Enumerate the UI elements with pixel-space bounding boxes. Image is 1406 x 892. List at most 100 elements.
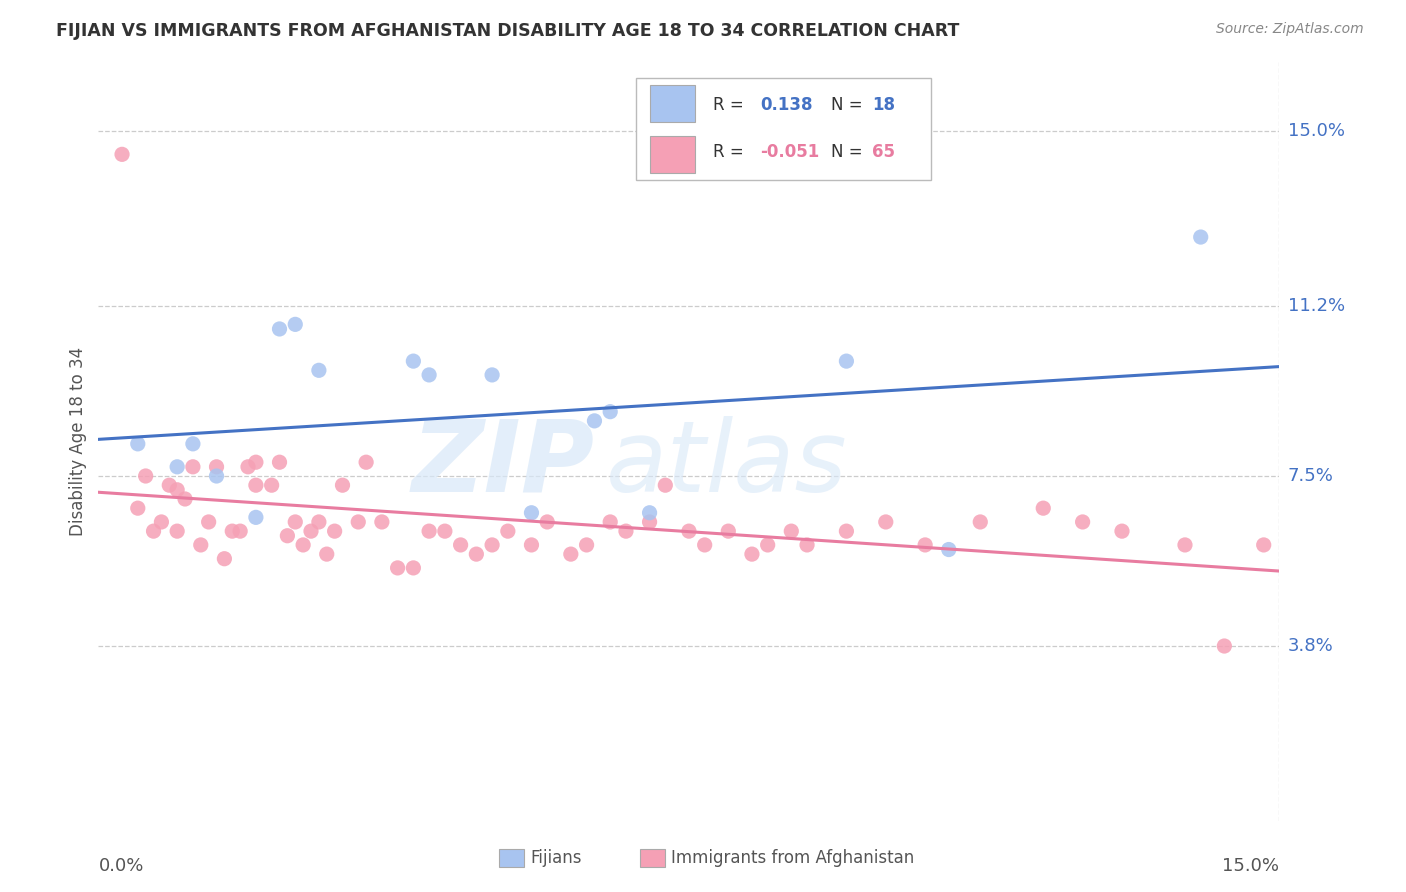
Point bbox=[938, 542, 960, 557]
Point bbox=[371, 515, 394, 529]
Point bbox=[190, 538, 212, 552]
Point bbox=[481, 538, 503, 552]
Point bbox=[1111, 524, 1133, 538]
Point bbox=[560, 547, 582, 561]
Text: R =: R = bbox=[713, 96, 744, 114]
Point bbox=[678, 524, 700, 538]
Text: N =: N = bbox=[831, 144, 862, 161]
Point bbox=[269, 322, 291, 336]
Point bbox=[229, 524, 252, 538]
FancyBboxPatch shape bbox=[650, 86, 695, 121]
Y-axis label: Disability Age 18 to 34: Disability Age 18 to 34 bbox=[69, 347, 87, 536]
Point bbox=[166, 459, 188, 474]
Point bbox=[1253, 538, 1275, 552]
Point bbox=[292, 538, 315, 552]
Point bbox=[481, 368, 503, 382]
Point bbox=[1189, 230, 1212, 244]
Point bbox=[693, 538, 716, 552]
Point bbox=[450, 538, 472, 552]
Point bbox=[835, 524, 858, 538]
Point bbox=[315, 547, 337, 561]
Point bbox=[269, 455, 291, 469]
Point bbox=[127, 437, 149, 451]
Point bbox=[111, 147, 134, 161]
Point bbox=[347, 515, 370, 529]
Text: Immigrants from Afghanistan: Immigrants from Afghanistan bbox=[671, 849, 914, 867]
Point bbox=[575, 538, 598, 552]
Point bbox=[1071, 515, 1094, 529]
Point bbox=[245, 455, 267, 469]
Text: 15.0%: 15.0% bbox=[1288, 122, 1344, 140]
Point bbox=[614, 524, 637, 538]
Text: N =: N = bbox=[831, 96, 862, 114]
Point bbox=[260, 478, 283, 492]
Text: 0.0%: 0.0% bbox=[98, 857, 143, 875]
Point bbox=[181, 437, 204, 451]
Point bbox=[1032, 501, 1054, 516]
Text: 65: 65 bbox=[872, 144, 896, 161]
Point bbox=[780, 524, 803, 538]
Point bbox=[142, 524, 165, 538]
Point bbox=[756, 538, 779, 552]
Point bbox=[387, 561, 409, 575]
Point bbox=[181, 459, 204, 474]
Point bbox=[796, 538, 818, 552]
Point bbox=[245, 510, 267, 524]
Point bbox=[583, 414, 606, 428]
Text: atlas: atlas bbox=[606, 416, 848, 513]
Point bbox=[354, 455, 377, 469]
Point bbox=[638, 515, 661, 529]
Point bbox=[174, 491, 197, 506]
FancyBboxPatch shape bbox=[636, 78, 931, 180]
Text: Fijians: Fijians bbox=[530, 849, 582, 867]
Point bbox=[221, 524, 243, 538]
Point bbox=[127, 501, 149, 516]
Point bbox=[402, 354, 425, 368]
Point bbox=[717, 524, 740, 538]
Text: 7.5%: 7.5% bbox=[1288, 467, 1334, 485]
Point bbox=[520, 538, 543, 552]
Point bbox=[835, 354, 858, 368]
Point bbox=[323, 524, 346, 538]
Point bbox=[308, 363, 330, 377]
Point bbox=[150, 515, 173, 529]
Point bbox=[418, 524, 440, 538]
Point bbox=[157, 478, 180, 492]
Point bbox=[654, 478, 676, 492]
Point bbox=[496, 524, 519, 538]
Text: FIJIAN VS IMMIGRANTS FROM AFGHANISTAN DISABILITY AGE 18 TO 34 CORRELATION CHART: FIJIAN VS IMMIGRANTS FROM AFGHANISTAN DI… bbox=[56, 22, 960, 40]
Point bbox=[1213, 639, 1236, 653]
Point bbox=[536, 515, 558, 529]
Text: 15.0%: 15.0% bbox=[1222, 857, 1279, 875]
Point bbox=[402, 561, 425, 575]
Point bbox=[284, 515, 307, 529]
Point bbox=[969, 515, 991, 529]
Point bbox=[214, 551, 236, 566]
Text: 18: 18 bbox=[872, 96, 896, 114]
Point bbox=[236, 459, 259, 474]
Point bbox=[638, 506, 661, 520]
Point bbox=[276, 529, 298, 543]
Point bbox=[245, 478, 267, 492]
Point bbox=[599, 515, 621, 529]
Point bbox=[284, 318, 307, 332]
FancyBboxPatch shape bbox=[650, 136, 695, 173]
Text: 3.8%: 3.8% bbox=[1288, 637, 1333, 655]
Point bbox=[135, 469, 157, 483]
Point bbox=[599, 405, 621, 419]
Text: 0.138: 0.138 bbox=[759, 96, 813, 114]
Point bbox=[1174, 538, 1197, 552]
Point bbox=[914, 538, 936, 552]
Point bbox=[418, 368, 440, 382]
Text: R =: R = bbox=[713, 144, 744, 161]
Text: 11.2%: 11.2% bbox=[1288, 297, 1346, 315]
Point bbox=[197, 515, 219, 529]
Point bbox=[520, 506, 543, 520]
Point bbox=[465, 547, 488, 561]
Point bbox=[332, 478, 354, 492]
Point bbox=[299, 524, 322, 538]
Text: -0.051: -0.051 bbox=[759, 144, 820, 161]
Point bbox=[205, 459, 228, 474]
Point bbox=[166, 483, 188, 497]
Point bbox=[433, 524, 456, 538]
